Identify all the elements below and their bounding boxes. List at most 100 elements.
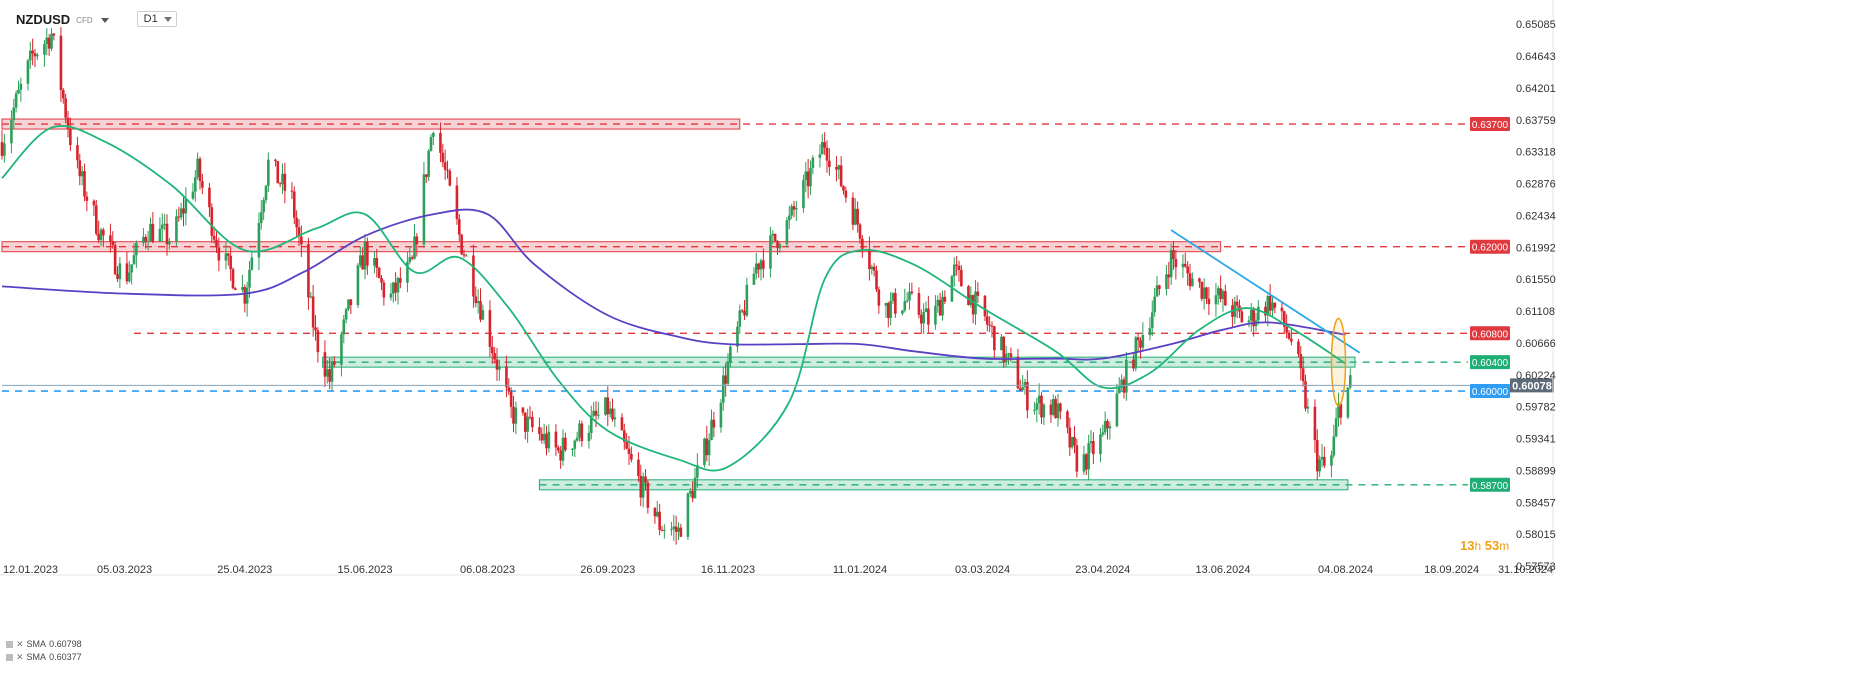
candle xyxy=(745,277,749,318)
candle xyxy=(295,210,298,237)
candle xyxy=(175,209,178,246)
candle xyxy=(276,160,280,184)
candle xyxy=(116,266,119,283)
candle xyxy=(69,117,72,152)
candle xyxy=(1070,436,1074,450)
legend-value: 0.60798 xyxy=(49,639,82,649)
candle xyxy=(1169,243,1173,285)
candle xyxy=(578,419,581,442)
remove-indicator-icon[interactable]: ✕ xyxy=(16,639,24,649)
candle xyxy=(1313,399,1317,453)
candle xyxy=(217,237,221,272)
y-tick-label: 0.62876 xyxy=(1516,179,1556,191)
candle xyxy=(281,163,284,195)
candle xyxy=(842,185,845,195)
symbol-name[interactable]: NZDUSD xyxy=(16,11,71,27)
candle xyxy=(1207,287,1211,316)
candle xyxy=(1205,286,1208,304)
candle xyxy=(655,500,659,518)
candle xyxy=(316,327,320,363)
highlight-ellipse[interactable] xyxy=(1330,317,1347,407)
candle xyxy=(1136,333,1140,353)
candle xyxy=(587,425,591,449)
candle xyxy=(785,217,789,248)
sma-slow-line[interactable] xyxy=(1,208,1346,361)
candle xyxy=(531,411,534,433)
candle xyxy=(1198,277,1201,288)
candle xyxy=(820,134,824,155)
candle xyxy=(1167,261,1171,290)
candle xyxy=(604,396,607,417)
sma-layer xyxy=(1,125,1347,472)
candle xyxy=(1066,409,1069,434)
candle xyxy=(196,152,199,180)
candle xyxy=(938,292,942,316)
candle xyxy=(514,401,518,435)
candle xyxy=(1240,307,1244,323)
candle xyxy=(361,247,364,270)
x-tick-label: 03.03.2024 xyxy=(955,564,1010,576)
candle xyxy=(646,479,650,514)
candle xyxy=(967,284,970,306)
candle xyxy=(1273,302,1277,314)
candle xyxy=(872,263,876,277)
candle xyxy=(743,299,746,320)
candle xyxy=(248,261,251,298)
candle xyxy=(267,152,270,192)
timeframe-select[interactable]: D1 xyxy=(136,11,177,27)
candle xyxy=(523,412,527,440)
y-tick-label: 0.58015 xyxy=(1516,529,1556,541)
x-tick-label: 16.11.2023 xyxy=(701,564,755,576)
x-tick-label: 18.09.2024 xyxy=(1424,564,1479,576)
candle xyxy=(613,408,617,427)
symbol-dropdown-icon[interactable] xyxy=(100,17,109,23)
sma-fast-line[interactable] xyxy=(1,125,1347,472)
candle xyxy=(738,304,742,334)
candle xyxy=(177,206,181,222)
candles-layer xyxy=(0,27,1352,545)
candle xyxy=(479,288,482,323)
remove-indicator-icon[interactable]: ✕ xyxy=(16,652,24,662)
level-label-text: 0.60000 xyxy=(1472,387,1509,398)
candle xyxy=(509,387,513,419)
candle xyxy=(1026,370,1029,419)
level-price-label: 0.62000 xyxy=(1470,239,1510,254)
instrument-type: CFD xyxy=(76,16,93,25)
level-label-text: 0.63700 xyxy=(1472,120,1509,131)
candle xyxy=(358,246,362,268)
candle xyxy=(905,292,909,303)
candle xyxy=(778,241,782,253)
candle xyxy=(373,250,376,274)
candle xyxy=(83,163,86,202)
candle xyxy=(877,286,881,314)
candle xyxy=(363,234,367,280)
candle xyxy=(1320,444,1324,468)
candle xyxy=(573,439,577,458)
candle xyxy=(215,231,218,254)
candle xyxy=(757,262,760,278)
candle xyxy=(52,32,56,41)
candle xyxy=(712,411,716,438)
candle xyxy=(1023,378,1027,395)
candle xyxy=(1000,334,1003,351)
candle xyxy=(191,183,195,201)
y-tick-label: 0.58457 xyxy=(1516,497,1556,509)
candle xyxy=(113,241,117,276)
candle xyxy=(957,260,961,282)
candle xyxy=(811,155,815,175)
candle xyxy=(1040,392,1043,424)
candle xyxy=(971,294,975,324)
candle xyxy=(1042,403,1046,425)
candle xyxy=(28,41,32,69)
candle xyxy=(1268,284,1272,316)
candle xyxy=(924,301,928,313)
candle xyxy=(542,423,546,445)
trendline[interactable] xyxy=(1170,229,1361,354)
candle xyxy=(1339,401,1343,425)
candle xyxy=(1337,392,1340,427)
legend-label: SMA xyxy=(26,652,47,662)
candle xyxy=(769,226,772,278)
candle xyxy=(50,28,53,52)
